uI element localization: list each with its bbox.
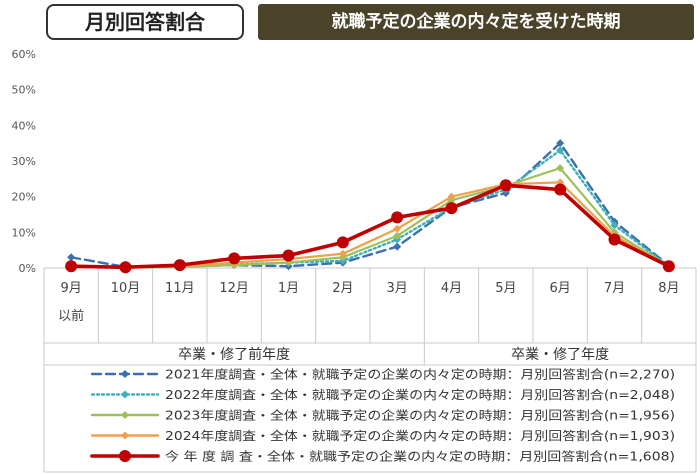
y-tick-label: 30%: [12, 155, 36, 168]
legend-item: 2021年度調査・全体・就職予定の企業の内々定の時期：月別回答割合(n=2,27…: [90, 367, 675, 382]
data-point: [336, 236, 349, 249]
legend-label: 2024年度調査・全体・就職予定の企業の内々定の時期：月別回答割合(n=1,90…: [165, 428, 675, 443]
data-point: [445, 202, 458, 215]
data-point: [121, 431, 129, 440]
series-5: [65, 179, 675, 274]
legend-item: 今 年 度 調 査・全体・就職予定の企業の内々定の時期：月別回答割合(n=1,6…: [90, 449, 675, 464]
y-tick-label: 20%: [12, 191, 36, 204]
data-point: [608, 233, 621, 246]
data-point: [173, 259, 186, 272]
legend-label: 2022年度調査・全体・就職予定の企業の内々定の時期：月別回答割合(n=2,04…: [165, 387, 675, 402]
category-group-label: 卒業・修了前年度: [178, 346, 290, 363]
data-point: [338, 249, 347, 258]
series-line: [69, 183, 671, 270]
series-line: [70, 167, 670, 269]
x-tick-label: 10月: [111, 281, 141, 296]
x-tick-label: 7月: [604, 281, 625, 296]
y-tick-label: 50%: [12, 84, 36, 97]
x-tick-label: 1月: [278, 281, 299, 296]
legend-item: 2023年度調査・全体・就職予定の企業の内々定の時期：月別回答割合(n=1,95…: [90, 408, 675, 423]
data-point: [228, 252, 241, 265]
y-tick-label: 10%: [12, 226, 36, 239]
section-badge: 月別回答割合: [46, 4, 244, 40]
y-tick-label: 40%: [12, 119, 36, 132]
x-tick-label: 11月: [165, 281, 195, 296]
data-point: [119, 450, 131, 462]
y-tick-label: 0%: [19, 262, 36, 275]
data-point: [393, 224, 402, 233]
legend-label: 2021年度調査・全体・就職予定の企業の内々定の時期：月別回答割合(n=2,27…: [165, 367, 675, 382]
data-point: [554, 183, 567, 196]
x-tick-sublabel: 以前: [58, 308, 84, 324]
data-point: [67, 253, 76, 262]
data-point: [556, 164, 565, 173]
data-point: [121, 370, 129, 378]
data-point: [119, 261, 132, 274]
data-point: [391, 211, 404, 224]
category-group-label: 卒業・修了年度: [511, 347, 609, 363]
data-point: [662, 260, 675, 273]
data-point: [556, 139, 565, 148]
data-point: [393, 242, 402, 251]
data-point: [447, 192, 456, 201]
data-point: [610, 221, 619, 230]
x-tick-label: 3月: [387, 281, 408, 296]
legend-label: 2023年度調査・全体・就職予定の企業の内々定の時期：月別回答割合(n=1,95…: [165, 408, 675, 423]
data-point: [499, 179, 512, 192]
legend-label: 今 年 度 調 査・全体・就職予定の企業の内々定の時期：月別回答割合(n=1,6…: [165, 449, 675, 464]
data-point: [121, 390, 129, 399]
data-point: [282, 249, 295, 262]
y-tick-label: 60%: [12, 48, 36, 61]
legend-item: 2024年度調査・全体・就職予定の企業の内々定の時期：月別回答割合(n=1,90…: [90, 428, 675, 443]
legend-item: 2022年度調査・全体・就職予定の企業の内々定の時期：月別回答割合(n=2,04…: [90, 387, 675, 402]
x-tick-label: 9月: [61, 281, 82, 296]
data-point: [121, 411, 129, 419]
chart-title: 就職予定の企業の内々定を受けた時期: [258, 4, 694, 40]
x-tick-label: 5月: [495, 281, 516, 296]
x-tick-label: 8月: [658, 281, 679, 296]
x-tick-label: 6月: [550, 281, 571, 296]
x-tick-label: 4月: [441, 281, 462, 296]
data-point: [65, 260, 78, 273]
x-tick-label: 12月: [219, 281, 249, 296]
data-point: [393, 231, 402, 240]
data-point: [556, 146, 565, 155]
x-tick-label: 2月: [332, 281, 353, 296]
